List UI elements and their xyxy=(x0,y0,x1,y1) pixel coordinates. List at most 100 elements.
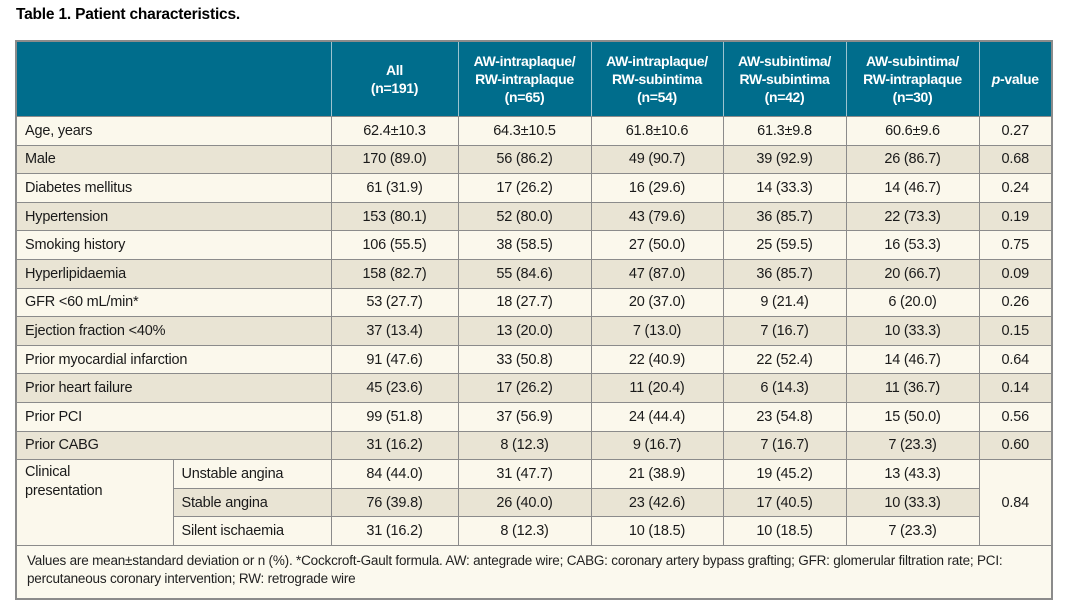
patient-characteristics-table: All (n=191) AW-intraplaque/RW-intraplaque… xyxy=(15,40,1053,600)
cell-value: 11 (20.4) xyxy=(590,373,724,403)
p-value-cell: 0.75 xyxy=(978,230,1053,260)
p-value-cell: 0.60 xyxy=(978,430,1053,461)
cell-value: 37 (13.4) xyxy=(330,316,459,346)
cell-value: 36 (85.7) xyxy=(722,258,847,289)
cell-value: 64.3±10.5 xyxy=(457,116,592,146)
cell-value: 99 (51.8) xyxy=(330,401,459,432)
cell-value: 76 (39.8) xyxy=(330,487,459,518)
table-footnote: Values are mean±standard deviation or n … xyxy=(15,544,1053,600)
cell-value: 20 (66.7) xyxy=(845,258,980,289)
p-value-cell: 0.14 xyxy=(978,373,1053,403)
cell-value: 10 (33.3) xyxy=(845,487,980,518)
col-header-aw-subintima-rw-intraplaque: AW-subintima/RW-intraplaque (n=30) xyxy=(845,41,980,117)
row-label: GFR <60 mL/min* xyxy=(15,287,332,318)
cell-value: 18 (27.7) xyxy=(457,287,592,318)
cell-value: 26 (40.0) xyxy=(457,487,592,518)
table-row-ejection-fraction: Ejection fraction <40% 37 (13.4) 13 (20.… xyxy=(15,316,1053,346)
cell-value: 52 (80.0) xyxy=(457,201,592,232)
cell-value: 39 (92.9) xyxy=(722,144,847,175)
cell-value: 45 (23.6) xyxy=(330,373,459,403)
row-label: Age, years xyxy=(15,116,332,146)
col-header-aw-intraplaque-rw-subintima: AW-intraplaque/RW-subintima (n=54) xyxy=(590,41,724,117)
p-value-cell: 0.26 xyxy=(978,287,1053,318)
cell-value: 36 (85.7) xyxy=(722,201,847,232)
cell-value: 7 (23.3) xyxy=(845,516,980,546)
cell-value: 7 (16.7) xyxy=(722,316,847,346)
cell-value: 22 (40.9) xyxy=(590,344,724,375)
cell-value: 23 (54.8) xyxy=(722,401,847,432)
subrow-label: Unstable angina xyxy=(172,459,332,489)
cell-value: 8 (12.3) xyxy=(457,516,592,546)
table-row-smoking: Smoking history 106 (55.5) 38 (58.5) 27 … xyxy=(15,230,1053,260)
cell-value: 20 (37.0) xyxy=(590,287,724,318)
cell-value: 10 (33.3) xyxy=(845,316,980,346)
cell-value: 7 (23.3) xyxy=(845,430,980,461)
col-header-aw-intraplaque-rw-intraplaque: AW-intraplaque/RW-intraplaque (n=65) xyxy=(457,41,592,117)
cell-value: 8 (12.3) xyxy=(457,430,592,461)
cell-value: 7 (13.0) xyxy=(590,316,724,346)
row-label: Ejection fraction <40% xyxy=(15,316,332,346)
subrow-label: Stable angina xyxy=(172,487,332,518)
col-header-aw-subintima-rw-subintima: AW-subintima/RW-subintima (n=42) xyxy=(722,41,847,117)
table-row-male: Male 170 (89.0) 56 (86.2) 49 (90.7) 39 (… xyxy=(15,144,1053,175)
cell-value: 6 (14.3) xyxy=(722,373,847,403)
cell-value: 31 (16.2) xyxy=(330,516,459,546)
footnote-row: Values are mean±standard deviation or n … xyxy=(15,544,1053,600)
cell-value: 60.6±9.6 xyxy=(845,116,980,146)
cell-value: 61 (31.9) xyxy=(330,173,459,203)
cell-value: 15 (50.0) xyxy=(845,401,980,432)
cell-value: 25 (59.5) xyxy=(722,230,847,260)
p-value-cell: 0.64 xyxy=(978,344,1053,375)
cell-value: 13 (20.0) xyxy=(457,316,592,346)
cell-value: 38 (58.5) xyxy=(457,230,592,260)
table-row-prior-mi: Prior myocardial infarction 91 (47.6) 33… xyxy=(15,344,1053,375)
cell-value: 37 (56.9) xyxy=(457,401,592,432)
row-label: Prior myocardial infarction xyxy=(15,344,332,375)
cell-value: 7 (16.7) xyxy=(722,430,847,461)
row-label: Hyperlipidaemia xyxy=(15,258,332,289)
row-label: Prior heart failure xyxy=(15,373,332,403)
col-header-all: All (n=191) xyxy=(330,41,459,117)
cell-value: 23 (42.6) xyxy=(590,487,724,518)
table-row-prior-cabg: Prior CABG 31 (16.2) 8 (12.3) 9 (16.7) 7… xyxy=(15,430,1053,461)
cell-value: 106 (55.5) xyxy=(330,230,459,260)
table-row-gfr: GFR <60 mL/min* 53 (27.7) 18 (27.7) 20 (… xyxy=(15,287,1053,318)
p-value-cell: 0.15 xyxy=(978,316,1053,346)
cell-value: 158 (82.7) xyxy=(330,258,459,289)
cell-value: 17 (40.5) xyxy=(722,487,847,518)
cell-value: 11 (36.7) xyxy=(845,373,980,403)
cell-value: 91 (47.6) xyxy=(330,344,459,375)
subrow-label: Silent ischaemia xyxy=(172,516,332,546)
cell-value: 6 (20.0) xyxy=(845,287,980,318)
cell-value: 9 (21.4) xyxy=(722,287,847,318)
p-value-merged-cell: 0.84 xyxy=(978,459,1053,546)
cell-value: 24 (44.4) xyxy=(590,401,724,432)
p-value-cell: 0.24 xyxy=(978,173,1053,203)
cell-value: 61.8±10.6 xyxy=(590,116,724,146)
cell-value: 14 (33.3) xyxy=(722,173,847,203)
cell-value: 43 (79.6) xyxy=(590,201,724,232)
cell-value: 33 (50.8) xyxy=(457,344,592,375)
cell-value: 9 (16.7) xyxy=(590,430,724,461)
p-value-cell: 0.27 xyxy=(978,116,1053,146)
p-value-cell: 0.09 xyxy=(978,258,1053,289)
cell-value: 10 (18.5) xyxy=(590,516,724,546)
cell-value: 49 (90.7) xyxy=(590,144,724,175)
cell-value: 31 (47.7) xyxy=(457,459,592,489)
cell-value: 26 (86.7) xyxy=(845,144,980,175)
table-row-age: Age, years 62.4±10.3 64.3±10.5 61.8±10.6… xyxy=(15,116,1053,146)
p-value-cell: 0.68 xyxy=(978,144,1053,175)
table-row-hypertension: Hypertension 153 (80.1) 52 (80.0) 43 (79… xyxy=(15,201,1053,232)
cell-value: 22 (52.4) xyxy=(722,344,847,375)
cell-value: 31 (16.2) xyxy=(330,430,459,461)
row-label: Hypertension xyxy=(15,201,332,232)
cell-value: 53 (27.7) xyxy=(330,287,459,318)
row-label: Prior PCI xyxy=(15,401,332,432)
row-label: Diabetes mellitus xyxy=(15,173,332,203)
cell-value: 55 (84.6) xyxy=(457,258,592,289)
cell-value: 21 (38.9) xyxy=(590,459,724,489)
cell-value: 62.4±10.3 xyxy=(330,116,459,146)
table-row-stable-angina: Stable angina 76 (39.8) 26 (40.0) 23 (42… xyxy=(16,487,1052,518)
row-label-clinical-presentation: Clinical presentation xyxy=(15,459,174,546)
row-label: Smoking history xyxy=(15,230,332,260)
